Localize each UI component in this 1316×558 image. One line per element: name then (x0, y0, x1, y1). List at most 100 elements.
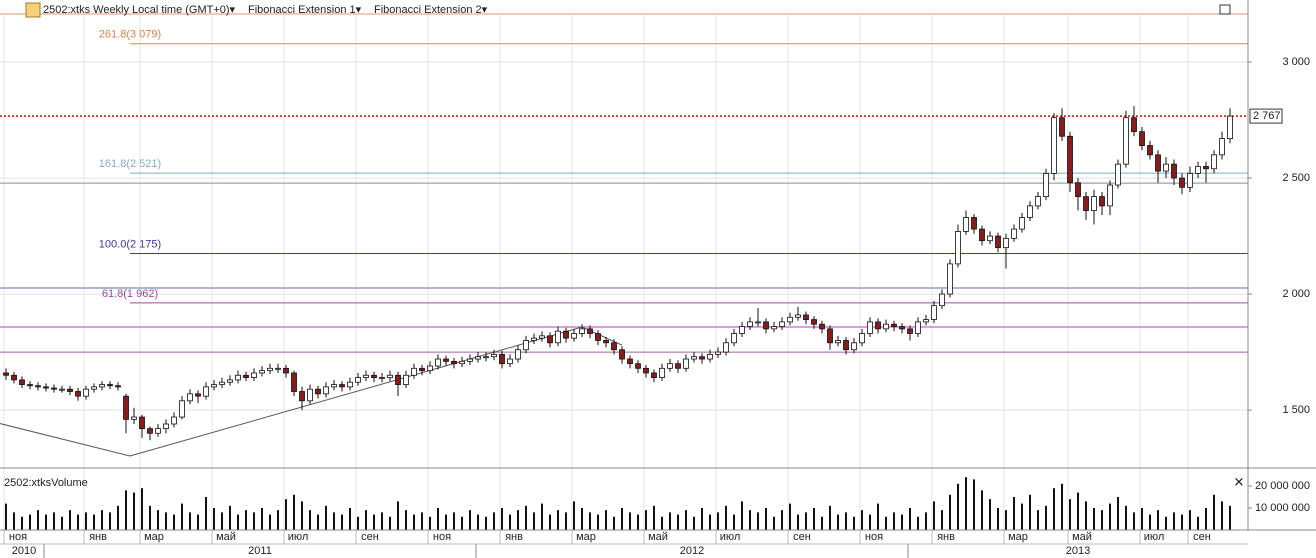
candle-body (195, 393, 201, 397)
candle-body (27, 384, 33, 387)
candle-body (1219, 138, 1225, 156)
month-label: май (1072, 531, 1092, 543)
header-symbol[interactable]: 2502:xtks Weekly Local time (GMT+0)▾ (43, 4, 236, 16)
candle-body (163, 423, 169, 430)
candle-body (379, 377, 385, 379)
candle-body (1203, 166, 1209, 170)
candle-body (419, 367, 425, 372)
candle-body (755, 321, 761, 324)
month-label: июл (1144, 531, 1165, 543)
candle-body (1003, 237, 1009, 249)
candle-body (283, 367, 289, 374)
candle-body (1027, 205, 1033, 218)
grid (0, 14, 1252, 558)
month-label: ноя (433, 531, 451, 543)
maximize-button[interactable] (1219, 4, 1231, 15)
candle-body (411, 367, 417, 376)
candle-body (107, 384, 113, 387)
candle-body (435, 358, 441, 367)
candle-body (1155, 154, 1161, 172)
month-label: янв (937, 531, 955, 543)
candle-body (843, 340, 849, 351)
candle-body (331, 384, 337, 388)
header-fib-2[interactable]: Fibonacci Extension 2▾ (374, 4, 488, 16)
candle-body (1171, 163, 1177, 179)
candle-body (1131, 117, 1137, 133)
candle-body (1187, 173, 1193, 188)
candle-body (203, 386, 209, 397)
level-label: 261.8(3 079) (99, 29, 161, 41)
candle-body (499, 353, 505, 365)
candle-body (347, 381, 353, 388)
candle-body (571, 333, 577, 339)
candle-body (603, 340, 609, 344)
candle-body (667, 363, 673, 369)
volume-tick-label: 20 000 000 (1255, 480, 1310, 492)
candle-body (307, 388, 313, 402)
y-tick-label: 3 000 (1282, 56, 1310, 68)
candle-body (931, 305, 937, 320)
header-fib-1[interactable]: Fibonacci Extension 1▾ (248, 4, 362, 16)
candle-body (123, 395, 129, 420)
candle-body (3, 372, 9, 376)
candle-body (851, 342, 857, 351)
candle-body (275, 367, 281, 370)
candle-body (371, 374, 377, 378)
candle-body (947, 263, 953, 295)
year-label: 2010 (12, 545, 36, 557)
candle-body (187, 393, 193, 402)
candle-body (763, 321, 769, 330)
candle-body (899, 326, 905, 330)
candle-body (979, 228, 985, 242)
month-label: май (216, 531, 236, 543)
candle-body (555, 330, 561, 344)
month-label: сен (1193, 531, 1211, 543)
candle-body (547, 335, 553, 344)
candle-body (619, 349, 625, 360)
candle-body (803, 314, 809, 320)
month-label: ноя (865, 531, 883, 543)
candle-body (915, 321, 921, 334)
candle-body (1123, 117, 1129, 165)
candle-body (723, 342, 729, 353)
candle-body (1019, 217, 1025, 230)
candle-body (771, 326, 777, 330)
year-label: 2013 (1066, 545, 1090, 557)
candle-body (243, 374, 249, 378)
candle-body (67, 388, 73, 392)
last-price-box (1249, 108, 1283, 124)
candle-body (819, 323, 825, 330)
candle-body (643, 367, 649, 374)
candle-body (891, 323, 897, 327)
candle-body (987, 235, 993, 242)
candle-body (1059, 117, 1065, 137)
candle-body (459, 360, 465, 365)
candle-body (683, 358, 689, 369)
candle-body (43, 386, 49, 389)
candle-body (515, 349, 521, 360)
y-tick-label: 1 500 (1282, 404, 1310, 416)
candle-body (1211, 154, 1217, 170)
month-label: июл (288, 531, 309, 543)
candle-body (115, 385, 121, 388)
candle-body (659, 367, 665, 378)
level-label: 61.8(1 962) (102, 288, 158, 300)
candle-body (1011, 228, 1017, 239)
month-label: ноя (9, 531, 27, 543)
candle-body (611, 342, 617, 351)
candle-body (995, 235, 1001, 249)
candle-body (99, 384, 105, 388)
candle-body (1067, 135, 1073, 184)
candle-body (1195, 166, 1201, 174)
candle-body (907, 328, 913, 334)
candle-body (795, 314, 801, 318)
candle-body (867, 321, 873, 334)
candle-body (1139, 131, 1145, 146)
symbol-icon[interactable] (25, 2, 41, 18)
month-label: мар (576, 531, 596, 543)
candle-body (291, 372, 297, 392)
close-button[interactable]: ✕ (1234, 474, 1245, 489)
candle-body (235, 374, 241, 381)
